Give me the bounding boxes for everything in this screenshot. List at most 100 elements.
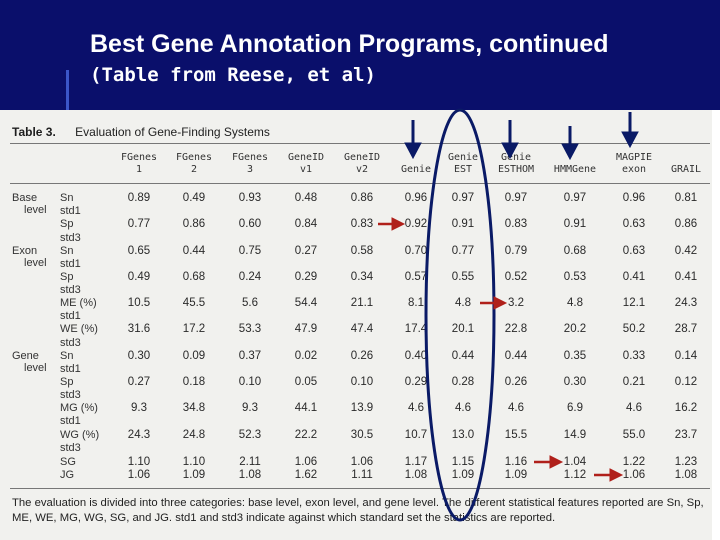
table-cell: 0.84 [294,218,318,230]
table-caption: The evaluation is divided into three cat… [12,497,704,524]
group-label-line: level [24,204,47,216]
table-cell: 0.86 [182,218,206,230]
metric-label: Sp [60,376,74,388]
column-header: FGenes 2 [175,152,213,175]
table-cell: 0.58 [350,245,374,257]
table-cell: 0.77 [127,218,151,230]
table-cell: 0.30 [563,376,587,388]
table-cell: 2.11 [239,456,261,468]
table-cell: 17.4 [404,323,428,335]
column-header: GeneID v1 [287,152,325,175]
table-cell: 1.09 [451,469,475,481]
column-header: HMMGene [553,164,597,175]
table-cell: 0.57 [404,271,428,283]
table-cell: 1.22 [622,456,646,468]
table-cell: 55.0 [622,429,646,441]
table-cell: 0.30 [127,350,151,362]
table-cell: 0.41 [674,271,698,283]
table-cell: 1.10 [182,456,206,468]
group-label-line: Base [12,192,38,204]
slide-header: Best Gene Annotation Programs, continued… [0,0,720,110]
table-cell: 1.09 [182,469,206,481]
group-label-line: Gene [12,350,39,362]
table-cell: 53.3 [238,323,262,335]
table-cell: 0.10 [238,376,262,388]
metric-label: JG [60,469,75,481]
standard-label: std3 [60,284,81,296]
standard-label: std3 [60,442,81,454]
table-cell: 0.65 [127,245,151,257]
table-cell: 0.28 [451,376,475,388]
table-cell: 0.91 [563,218,587,230]
table-cell: 0.02 [294,350,318,362]
table-cell: 0.93 [238,192,262,204]
table-cell: 6.9 [567,402,583,414]
scanned-table-image [0,110,712,540]
table-cell: 0.68 [563,245,587,257]
column-header: FGenes 1 [120,152,158,175]
table-cell: 1.23 [674,456,698,468]
table-cell: 1.08 [238,469,262,481]
table-top-rule [10,143,710,144]
table-cell: 34.8 [182,402,206,414]
table-cell: 0.21 [622,376,646,388]
table-cell: 5.6 [242,297,258,309]
table-cell: 0.97 [563,192,587,204]
table-cell: 0.63 [622,245,646,257]
metric-label: SG [60,456,76,468]
table-cell: 0.14 [674,350,698,362]
table-cell: 0.35 [563,350,587,362]
slide-title: Best Gene Annotation Programs, continued [90,30,609,58]
table-cell: 0.09 [182,350,206,362]
table-cell: 0.44 [182,245,206,257]
table-cell: 0.37 [238,350,262,362]
table-cell: 10.5 [127,297,151,309]
table-cell: 47.4 [350,323,374,335]
table-cell: 0.44 [504,350,528,362]
standard-label: std3 [60,337,81,349]
table-cell: 9.3 [242,402,258,414]
table-cell: 0.86 [350,192,374,204]
table-cell: 1.08 [674,469,698,481]
table-cell: 45.5 [182,297,206,309]
table-cell: 1.06 [350,456,374,468]
standard-label: std1 [60,363,81,375]
table-cell: 0.60 [238,218,262,230]
table-cell: 24.3 [674,297,698,309]
table-cell: 52.3 [238,429,262,441]
table-cell: 4.8 [455,297,471,309]
metric-label: Sp [60,218,74,230]
table-cell: 0.81 [674,192,698,204]
standard-label: std1 [60,205,81,217]
standard-label: std1 [60,310,81,322]
table-cell: 22.8 [504,323,528,335]
metric-label: WG (%) [60,429,100,441]
table-cell: 0.49 [127,271,151,283]
table-cell: 54.4 [294,297,318,309]
table-label: Table 3. [12,125,56,139]
table-cell: 50.2 [622,323,646,335]
table-cell: 8.1 [408,297,424,309]
column-header: GRAIL [670,164,702,175]
metric-label: Sn [60,350,74,362]
table-cell: 15.5 [504,429,528,441]
table-cell: 0.49 [182,192,206,204]
table-cell: 10.7 [404,429,428,441]
table-cell: 0.70 [404,245,428,257]
standard-label: std1 [60,415,81,427]
table-cell: 0.26 [350,350,374,362]
table-cell: 20.2 [563,323,587,335]
table-cell: 14.9 [563,429,587,441]
table-cell: 1.08 [404,469,428,481]
table-cell: 24.8 [182,429,206,441]
table-cell: 0.24 [238,271,262,283]
header-accent-line [66,70,69,110]
table-header-rule [10,183,710,184]
table-cell: 0.40 [404,350,428,362]
table-cell: 1.62 [294,469,318,481]
table-cell: 1.09 [504,469,528,481]
table-cell: 0.89 [127,192,151,204]
table-cell: 21.1 [350,297,374,309]
table-cell: 31.6 [127,323,151,335]
table-cell: 0.96 [622,192,646,204]
